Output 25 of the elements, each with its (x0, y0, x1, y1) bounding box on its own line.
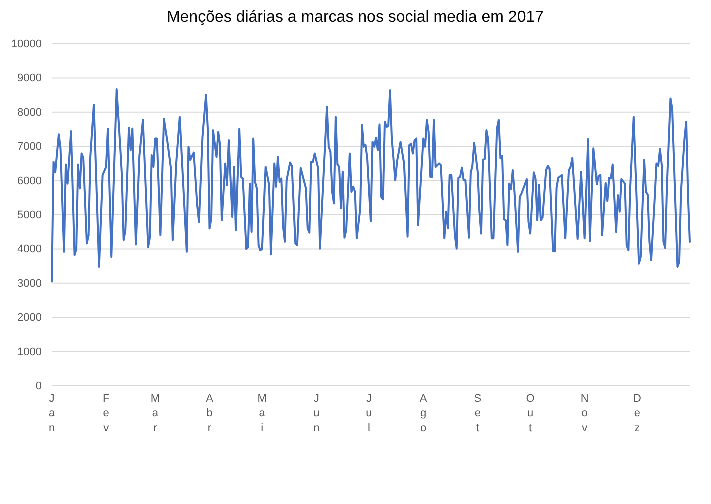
y-tick-label: 5000 (18, 210, 42, 222)
y-tick-label: 3000 (18, 278, 42, 290)
y-tick-label: 0 (36, 380, 42, 393)
x-tick-label: Ago (420, 392, 428, 435)
y-tick-label: 9000 (18, 72, 42, 85)
x-tick-label: Nov (580, 392, 589, 435)
y-tick-label: 10000 (11, 38, 42, 51)
x-tick-label: Jul (366, 392, 372, 435)
y-tick-label: 8000 (18, 106, 42, 119)
x-tick-label: Dez (633, 392, 642, 435)
line-series (51, 88, 691, 283)
x-tick-label: Out (526, 392, 536, 435)
y-tick-label: 1000 (18, 346, 42, 358)
x-tick-label: Mar (150, 392, 160, 435)
y-tick-label: 2000 (18, 312, 42, 324)
x-tick-label: Abr (206, 392, 214, 435)
x-tick-label: Fev (102, 392, 110, 435)
x-tick-label: Jan (48, 392, 56, 435)
y-tick-label: 7000 (18, 141, 42, 154)
chart-title: Menções diárias a marcas nos social media em 2017 (166, 9, 544, 26)
y-tick-label: 4000 (18, 244, 42, 256)
x-tick-label: Jun (314, 392, 320, 435)
x-tick-label: Set (474, 392, 482, 435)
x-tick-label: Mai (258, 392, 267, 435)
y-tick-label: 6000 (18, 175, 42, 188)
